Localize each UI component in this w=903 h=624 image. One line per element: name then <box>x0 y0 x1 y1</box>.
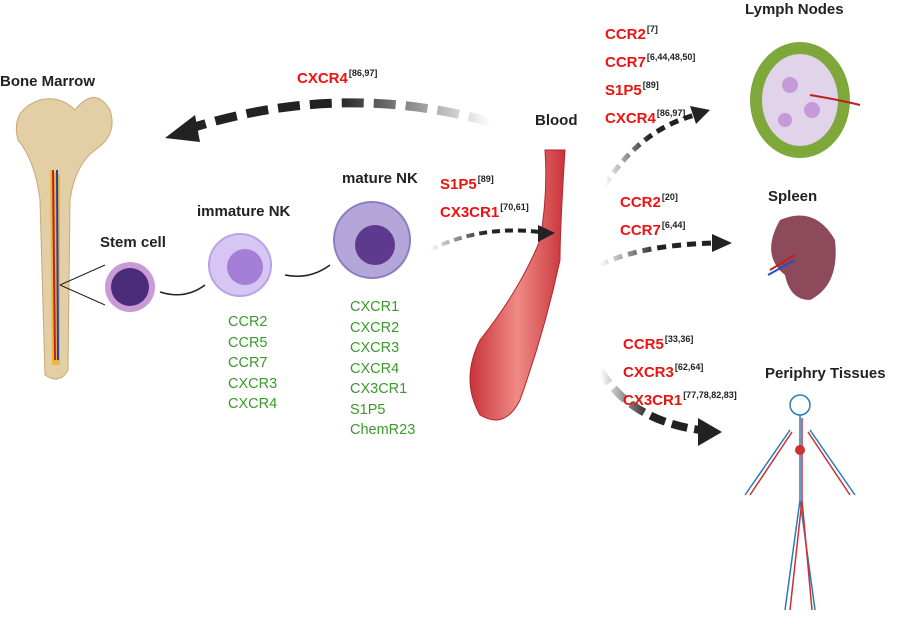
stem-cell-image <box>105 262 155 312</box>
reference: [89] <box>477 174 494 184</box>
reference: [86,97] <box>656 108 686 118</box>
receptor-item: CX3CR1[77,78,82,83] <box>623 384 737 412</box>
reference: [6,44,48,50] <box>646 52 696 62</box>
receptor-name: S1P5 <box>440 176 477 193</box>
receptor-name: CX3CR1 <box>623 392 683 409</box>
lymph-node-image <box>750 42 861 158</box>
receptor-item: CXCR4[86,97] <box>297 63 377 89</box>
periphery-tissues-label: Periphry Tissues <box>765 365 886 382</box>
reference: [6,44] <box>661 220 686 230</box>
spleen-image <box>771 215 836 300</box>
receptor-name: CCR7 <box>605 54 646 71</box>
receptor-item: CCR5 <box>228 334 268 351</box>
receptor-item: S1P5 <box>350 401 386 418</box>
receptor-name: CXCR4 <box>297 70 348 87</box>
receptor-item: CXCR2 <box>350 319 400 336</box>
stem-cell-label: Stem cell <box>100 234 166 251</box>
reference: [70,61] <box>500 202 529 212</box>
receptor-item: CCR2 <box>228 314 268 330</box>
receptor-item: CXCR3 <box>350 340 400 356</box>
receptor-name: CCR5 <box>623 336 664 353</box>
receptor-item: CCR2[20] <box>620 186 685 214</box>
blood-vessel-image <box>469 149 566 421</box>
blood-entry-receptors: S1P5[89] CX3CR1[70,61] <box>440 168 529 224</box>
receptor-name: CCR7 <box>620 222 661 239</box>
spleen-receptors: CCR2[20] CCR7[6,44] <box>620 186 685 242</box>
reference: [7] <box>646 24 658 34</box>
reference: [77,78,82,83] <box>683 390 737 400</box>
receptor-item: S1P5[89] <box>605 74 695 102</box>
lymph-node-receptors: CCR2[7] CCR7[6,44,48,50] S1P5[89] CXCR4[86,… <box>605 18 695 130</box>
receptor-item: CCR5[33,36] <box>623 328 737 356</box>
receptor-item: ChemR23 <box>350 422 416 438</box>
receptor-name: CXCR4 <box>605 110 656 127</box>
receptor-name: CX3CR1 <box>440 204 500 221</box>
spleen-label: Spleen <box>768 188 818 205</box>
receptor-item: CX3CR1 <box>350 381 408 397</box>
mature-nk-image <box>333 201 411 279</box>
receptor-item: CXCR4 <box>228 396 278 412</box>
receptor-item: CCR7[6,44,48,50] <box>605 46 695 74</box>
receptor-item: CCR7 <box>228 355 268 371</box>
receptor-name: CCR2 <box>620 194 661 211</box>
reference: [86,97] <box>348 68 378 78</box>
mature-receptor-list: CXCR1 CXCR2 CXCR3 CXCR4 CX3CR1 S1P5 ChemR23 <box>350 297 415 441</box>
receptor-item: CCR7[6,44] <box>620 214 685 242</box>
receptor-name: S1P5 <box>605 82 642 99</box>
receptor-item: CX3CR1[70,61] <box>440 196 529 224</box>
periphery-tissues-image <box>744 394 856 611</box>
receptor-item: CXCR1 <box>350 299 400 315</box>
bone-marrow-label: Bone Marrow <box>0 73 96 90</box>
mature-nk-label: mature NK <box>342 170 418 187</box>
receptor-item: CXCR3[62,64] <box>623 356 737 384</box>
reference: [62,64] <box>674 362 704 372</box>
receptor-item: CXCR4[86,97] <box>605 102 695 130</box>
bone-marrow-receptors: CXCR4[86,97] <box>297 63 377 89</box>
receptor-item: CXCR4 <box>350 360 400 377</box>
receptor-name: CCR2 <box>605 26 646 43</box>
reference: [89] <box>642 80 659 90</box>
reference: [20] <box>661 192 678 202</box>
lymph-nodes-label: Lymph Nodes <box>745 1 844 18</box>
receptor-item: CCR2[7] <box>605 18 695 46</box>
bone-marrow-image <box>15 97 113 380</box>
blood-label: Blood <box>535 112 578 129</box>
immature-receptor-list: CCR2 CCR5 CCR7 CXCR3 CXCR4 <box>228 312 277 415</box>
receptor-item: CXCR3 <box>228 375 278 392</box>
immature-nk-label: immature NK <box>197 203 291 220</box>
immature-nk-image <box>208 233 272 297</box>
periphery-receptors: CCR5[33,36] CXCR3[62,64] CX3CR1[77,78,82,8… <box>623 328 737 412</box>
reference: [33,36] <box>664 334 694 344</box>
receptor-item: S1P5[89] <box>440 168 529 196</box>
receptor-name: CXCR3 <box>623 364 674 381</box>
